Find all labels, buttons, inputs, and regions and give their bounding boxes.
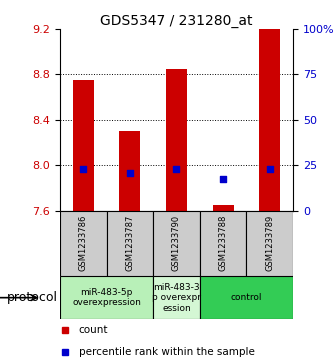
Text: GSM1233787: GSM1233787 [125, 215, 135, 272]
Text: GSM1233789: GSM1233789 [265, 215, 274, 271]
Bar [107, 211, 153, 276]
Bar [60, 211, 107, 276]
Bar [166, 69, 187, 211]
Bar [73, 80, 94, 211]
Text: miR-483-5p
overexpression: miR-483-5p overexpression [72, 288, 141, 307]
Point [220, 176, 226, 182]
Bar [246, 211, 293, 276]
Bar [200, 276, 293, 319]
Bar [200, 211, 246, 276]
Bar [153, 276, 200, 319]
Bar [259, 29, 280, 211]
Text: GSM1233790: GSM1233790 [172, 215, 181, 271]
Text: percentile rank within the sample: percentile rank within the sample [79, 347, 254, 357]
Text: GSM1233786: GSM1233786 [79, 215, 88, 272]
Bar [60, 276, 153, 319]
Bar [153, 211, 200, 276]
Point [174, 166, 179, 172]
Point [267, 166, 272, 172]
Text: GSM1233788: GSM1233788 [218, 215, 228, 272]
Bar [119, 131, 141, 211]
Text: miR-483-3
p overexpr
ession: miR-483-3 p overexpr ession [152, 283, 201, 313]
Point [81, 166, 86, 172]
Text: control: control [231, 293, 262, 302]
Title: GDS5347 / 231280_at: GDS5347 / 231280_at [100, 14, 253, 28]
Bar [212, 205, 234, 211]
Text: protocol: protocol [7, 291, 58, 304]
Point [127, 170, 133, 176]
Text: count: count [79, 325, 108, 335]
